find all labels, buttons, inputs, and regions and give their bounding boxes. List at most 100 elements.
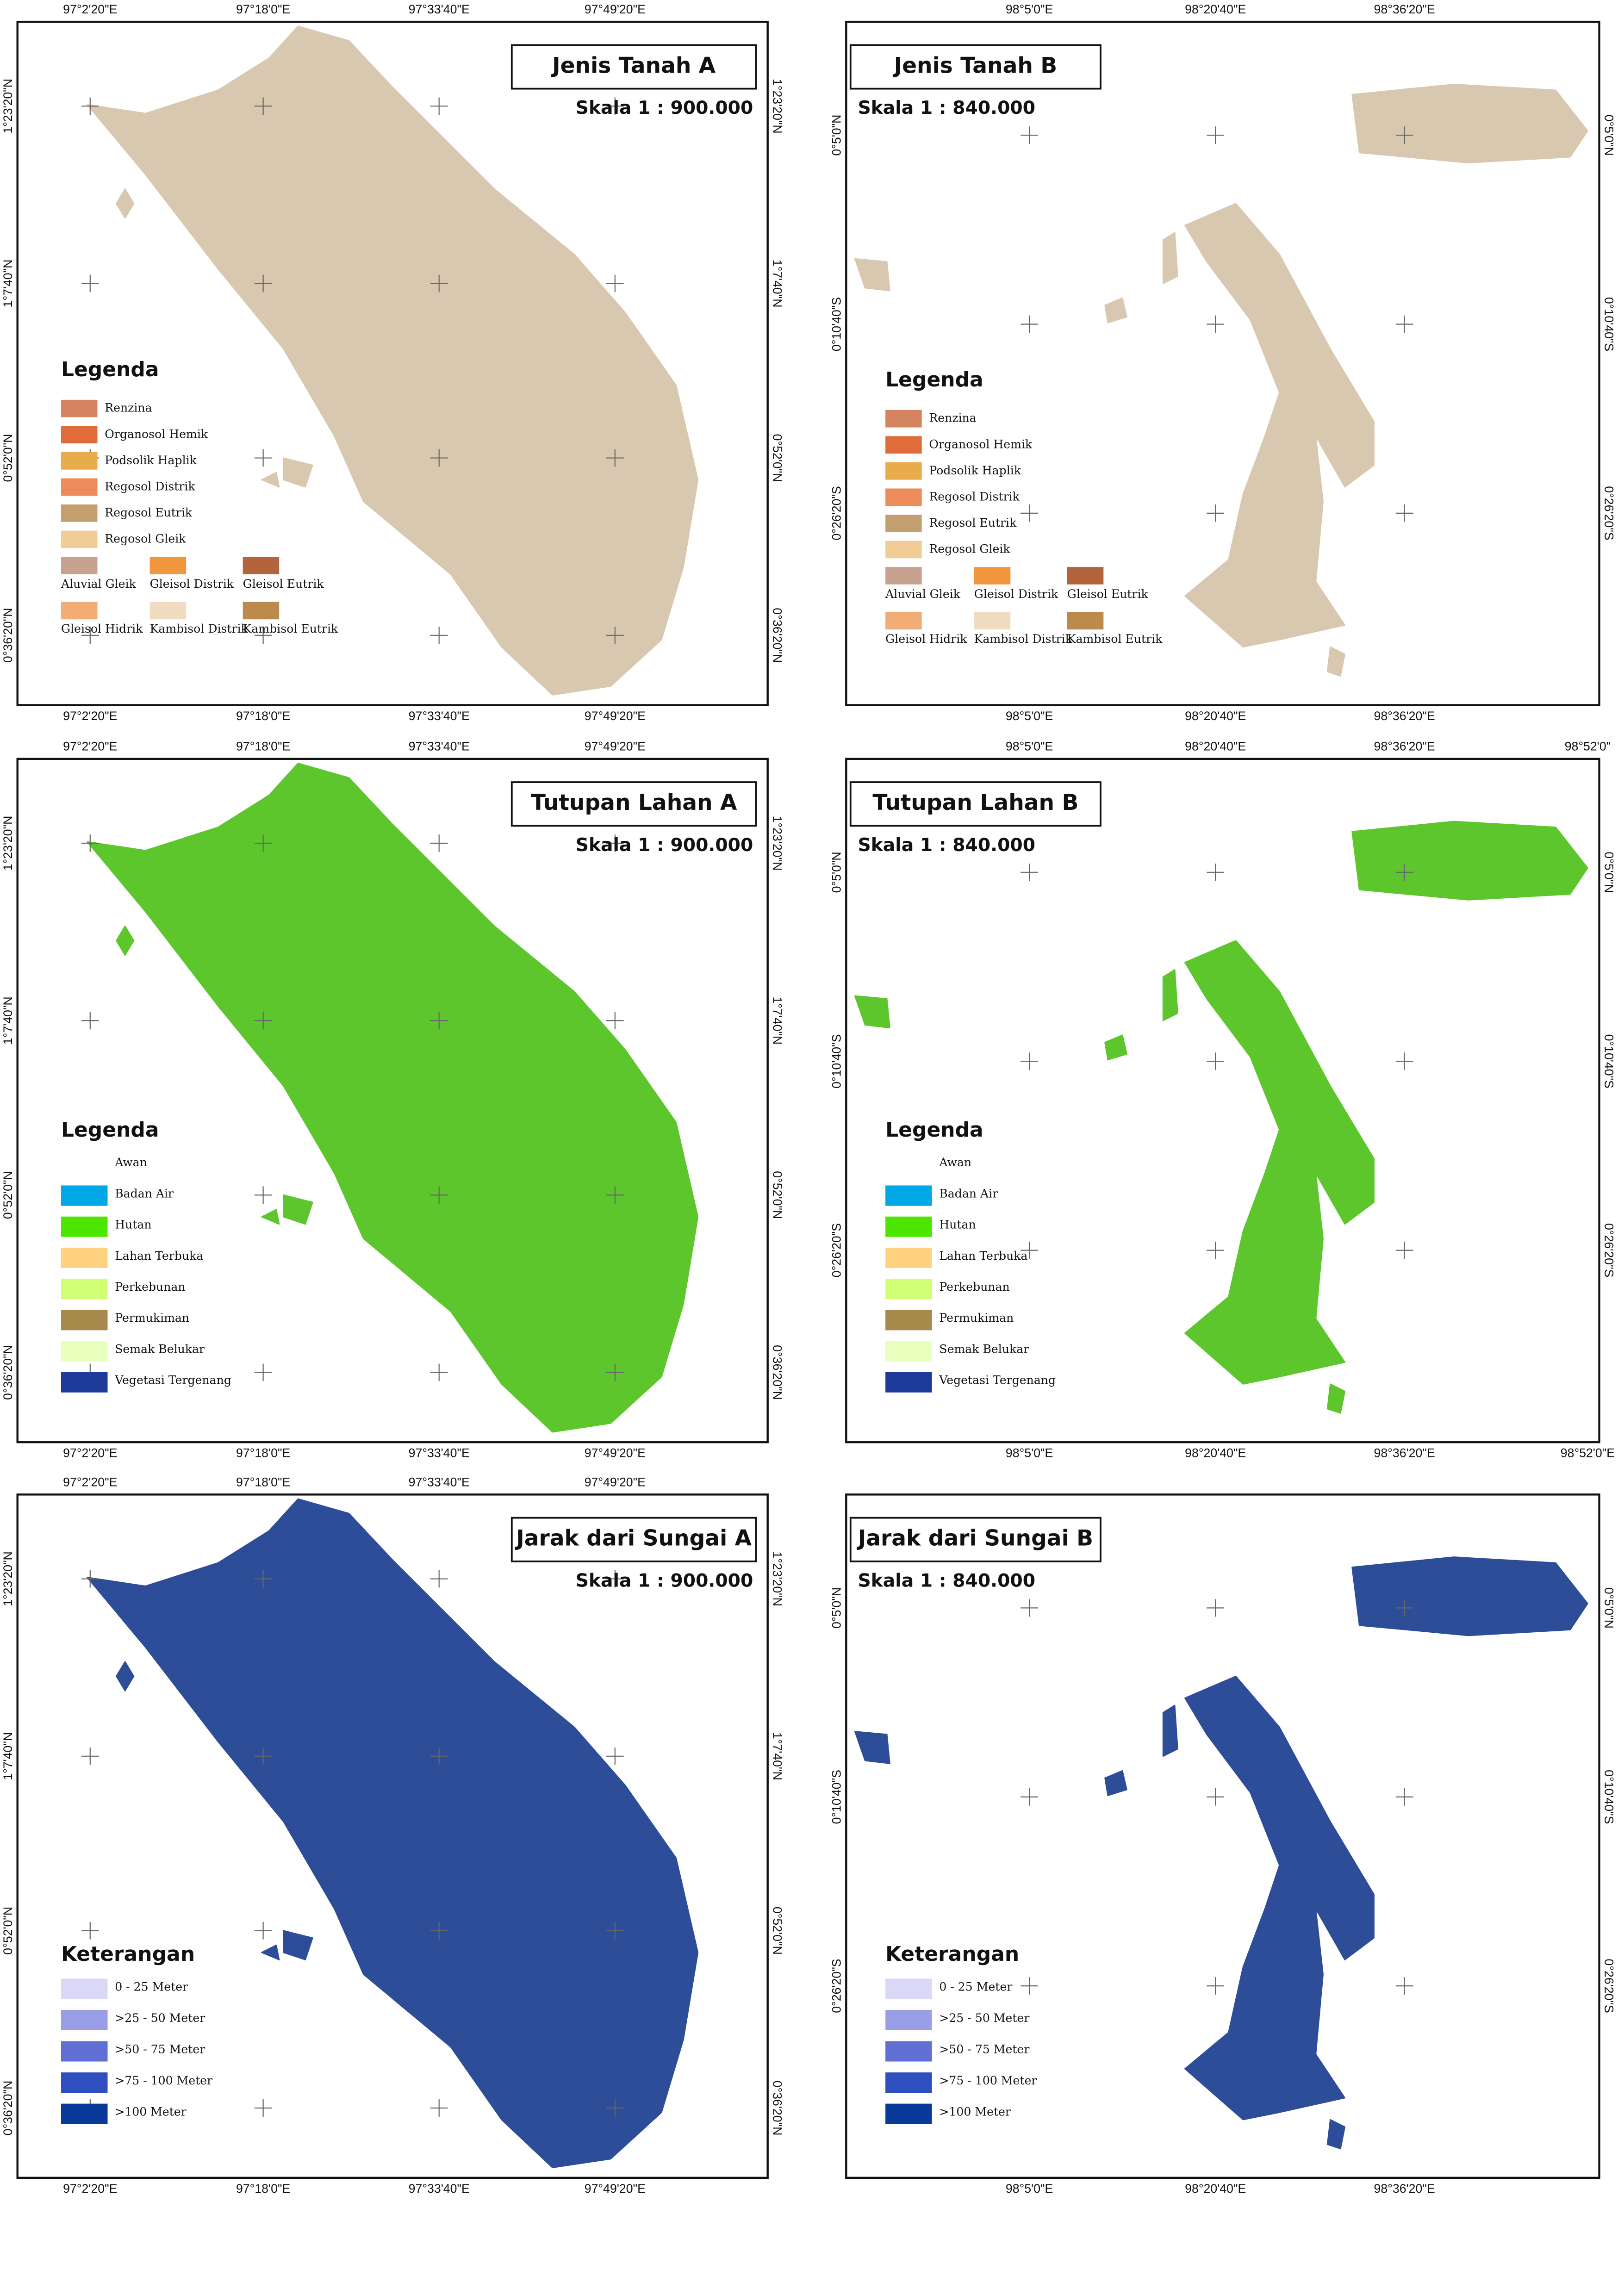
landmass [283,1194,313,1225]
graticule-cross [430,1922,448,1940]
right-coord-label: 0°52'0"N [770,1171,784,1219]
legend-swatch [60,1153,109,1175]
bottom-coord-label: 98°36'20"E [1374,1446,1435,1460]
legend-label: Awan [114,1156,147,1169]
legend-swatch [61,1279,108,1300]
top-coord-label: 97°2'20"E [63,1475,117,1489]
map-title: Jenis Tanah B [893,53,1058,79]
landmass [1104,1034,1127,1061]
graticule-cross [606,834,624,852]
legend-title: Legenda [61,1118,159,1142]
legend-label: Perkebunan [115,1280,185,1294]
landmass [1162,969,1178,1021]
right-coord-label: 0°26'20"S [1602,1959,1616,2013]
legend-swatch [149,557,187,574]
graticule-cross [81,834,99,852]
graticule-cross [430,449,448,467]
graticule-cross [81,1747,99,1765]
graticule-cross [1207,504,1225,522]
graticule-cross [606,97,624,115]
graticule-cross [606,1922,624,1940]
legend-label: 0 - 25 Meter [939,1980,1013,1993]
right-coord-label: 1°7'40"N [770,1732,784,1780]
legend-label: Semak Belukar [115,1342,205,1356]
right-coord-label: 0°36'20"N [770,608,784,663]
legend-swatch [974,567,1011,585]
left-coord-label: 1°23'20"N [1,79,15,134]
landmass [854,1731,890,1764]
legend-swatch [61,1216,108,1237]
landmass [1104,1770,1127,1796]
top-coord-label: 97°18'0"E [236,740,290,753]
landmass [116,1661,135,1692]
legend-label: Permukiman [115,1311,189,1325]
legend-label: >100 Meter [939,2105,1011,2118]
left-coord-label: 0°5'0"N [830,1587,844,1629]
legend-swatch [61,478,98,496]
legend-swatch [885,2072,932,2093]
landmass [87,25,699,696]
bottom-coord-label: 97°33'40"E [409,1446,470,1460]
landmass [854,258,890,292]
graticule-cross [606,1570,624,1588]
legend-swatch [885,1978,932,1999]
graticule-cross [81,97,99,115]
left-coord-label: 0°10'40"S [830,1770,844,1824]
left-coord-label: 0°36'20"N [1,1345,15,1400]
map-scale: Skala 1 : 840.000 [858,835,1035,856]
legend-label: Semak Belukar [939,1342,1029,1356]
landmass [1184,203,1375,648]
legend-label: >25 - 50 Meter [115,2011,205,2025]
graticule-cross [1395,126,1413,144]
legend-label: Gleisol Eutrik [243,577,324,591]
landmass [283,1930,313,1960]
legend-swatch [61,557,98,574]
left-coord-label: 1°7'40"N [1,996,15,1045]
legend-label: >75 - 100 Meter [115,2074,213,2087]
graticule-cross [606,1363,624,1381]
bottom-coord-label: 98°20'40"E [1185,1446,1246,1460]
legend-swatch [885,2041,932,2062]
left-coord-label: 0°26'20"S [830,1959,844,2013]
graticule-cross [1020,126,1038,144]
legend-swatch [61,530,98,548]
graticule-cross [430,1570,448,1588]
graticule-cross [254,1012,272,1030]
left-coord-label: 1°7'40"N [1,260,15,308]
legend-swatch [885,567,922,585]
legend-label: >50 - 75 Meter [115,2042,205,2056]
left-coord-label: 1°7'40"N [1,1732,15,1780]
map-panel: 97°2'20"E 97°18'0"E 97°33'40"E 97°49'20"E 97… [1,740,784,1460]
title-box [849,44,1101,90]
legend-label: Awan [939,1156,971,1169]
legend-swatch [885,410,922,428]
map-title: Jarak dari Sungai A [515,1526,752,1551]
top-coord-label: 97°2'20"E [63,740,117,753]
bottom-coord-label: 98°5'0"E [1006,709,1053,723]
top-coord-label: 98°5'0"E [1006,2,1053,16]
top-coord-label: 98°5'0"E [1006,740,1053,753]
right-coord-label: 0°36'20"N [770,2081,784,2136]
graticule-cross [1020,1052,1038,1070]
right-coord-label: 0°5'0"N [1602,852,1616,893]
left-coord-label: 0°5'0"N [830,115,844,156]
graticule-cross [606,274,624,292]
bottom-coord-label: 98°52'0"E [1561,1446,1615,1460]
graticule-cross [254,626,272,644]
legend-swatch [885,541,922,559]
bottom-coord-label: 98°36'20"E [1374,2182,1435,2195]
bottom-coord-label: 97°33'40"E [409,2182,470,2195]
legend-label: Gleisol Hidrik [885,632,967,646]
title-box [510,44,757,90]
graticule-cross [1020,1788,1038,1806]
bottom-coord-label: 97°49'20"E [585,709,646,723]
legend-title: Legenda [885,1118,983,1142]
graticule-cross [254,1570,272,1588]
right-coord-label: 0°26'20"S [1602,486,1616,540]
legend-swatch [974,612,1011,630]
map-title: Jenis Tanah A [551,53,716,79]
graticule-cross [430,834,448,852]
landmass [116,188,135,219]
right-coord-label: 1°7'40"N [770,260,784,308]
graticule-cross [1207,1241,1225,1259]
